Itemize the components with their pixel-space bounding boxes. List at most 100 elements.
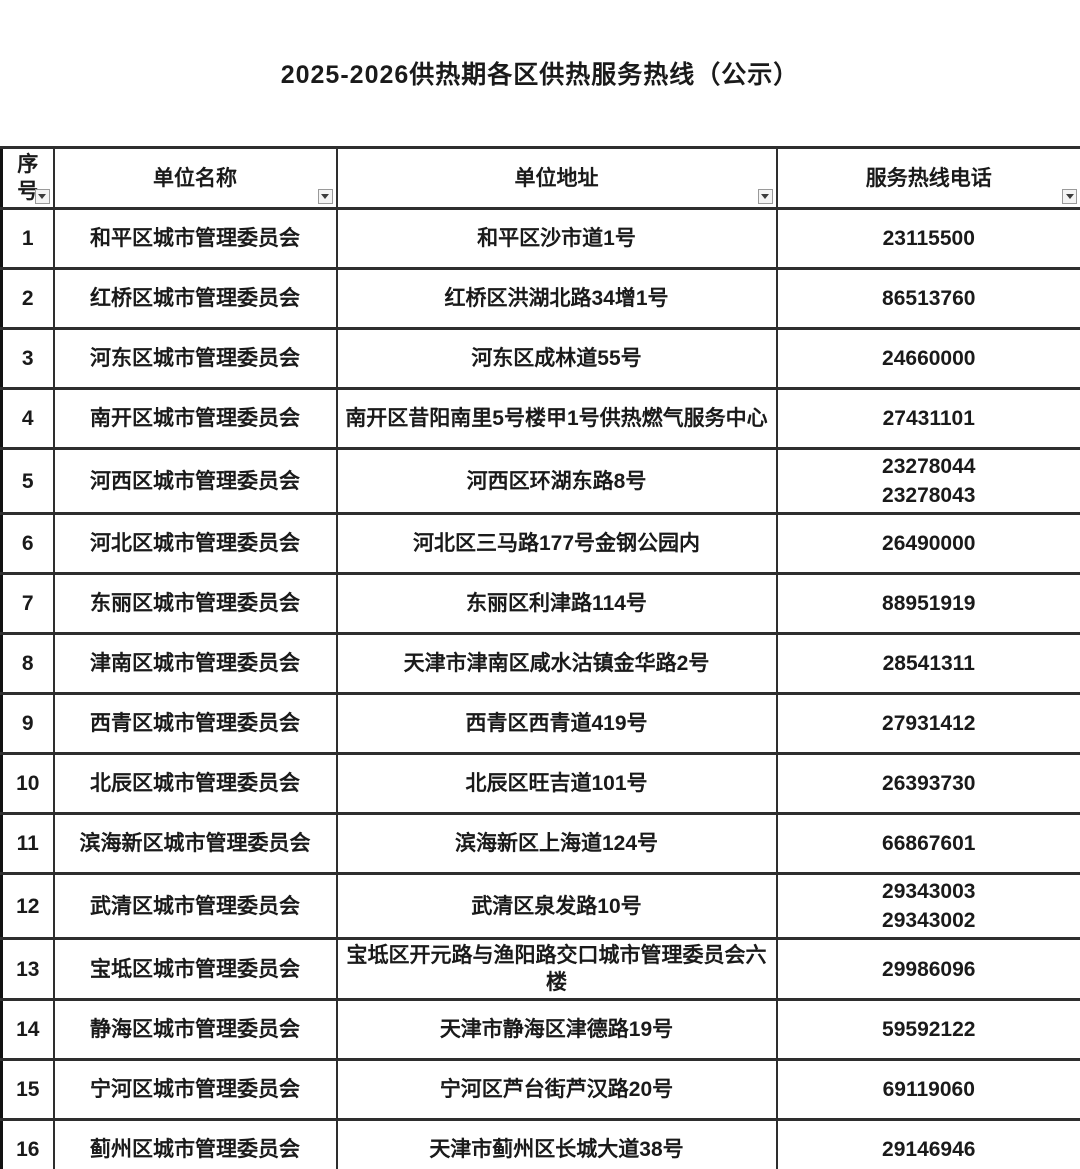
phone-number: 23278043 [882,484,976,507]
table-row: 2 红桥区城市管理委员会 红桥区洪湖北路34增1号 86513760 [0,267,1080,330]
row-index-cell: 16 [0,1118,55,1169]
row-index-cell: 12 [0,872,55,940]
unit-name-cell: 西青区城市管理委员会 [52,692,338,755]
unit-name-cell: 宁河区城市管理委员会 [52,1058,338,1121]
hotline-phone-cell: 23278044 23278043 [775,447,1080,515]
phone-number: 29343002 [882,909,976,932]
phone-number: 27931412 [882,712,976,735]
filter-dropdown-button[interactable] [317,189,333,204]
filter-funnel-icon [761,194,769,199]
phone-number: 69119060 [882,1078,975,1101]
row-index-cell: 5 [0,447,55,515]
filter-dropdown-button[interactable] [757,189,773,204]
phone-number: 26393730 [882,772,976,795]
page-title: 2025-2026供热期各区供热服务热线（公示） [280,61,800,89]
unit-name-cell: 宝坻区城市管理委员会 [52,937,338,1001]
row-index-cell: 15 [0,1058,55,1121]
unit-address-cell: 天津市津南区咸水沽镇金华路2号 [335,632,778,695]
unit-name-cell: 滨海新区城市管理委员会 [52,812,338,875]
unit-address-cell: 东丽区利津路114号 [335,572,778,635]
unit-address-cell: 宝坻区开元路与渔阳路交口城市管理委员会六楼 [335,937,778,1001]
filter-funnel-icon [1065,194,1074,199]
table-row: 4 南开区城市管理委员会 南开区昔阳南里5号楼甲1号供热燃气服务中心 27431… [0,387,1080,450]
unit-name-cell: 东丽区城市管理委员会 [52,572,338,635]
header-row: 序号 单位名称 单位地址 [0,146,1080,210]
row-index-cell: 10 [0,752,55,815]
hotline-phone-cell: 29986096 [775,937,1080,1001]
header-label-phone: 服务热线电话 [865,166,992,190]
hotline-phone-cell: 24660000 [775,327,1080,390]
header-label-index: 序号 [17,153,39,203]
hotline-phone-cell: 27931412 [775,692,1080,755]
table-header: 序号 单位名称 单位地址 [0,146,1080,210]
hotline-phone-cell: 69119060 [775,1058,1080,1121]
unit-name-cell: 静海区城市管理委员会 [52,998,338,1061]
unit-address-cell: 河西区环湖东路8号 [335,447,778,515]
hotline-table: 序号 单位名称 单位地址 [0,146,1080,1169]
phone-number: 86513760 [882,287,976,310]
phone-number: 29343003 [882,880,976,903]
phone-number: 24660000 [882,347,976,370]
filter-dropdown-button[interactable] [1062,189,1077,204]
phone-number: 29986096 [882,957,976,981]
row-index-cell: 11 [0,812,55,875]
row-index-cell: 4 [0,387,55,450]
phone-number: 23278044 [882,455,976,478]
row-index-cell: 6 [0,512,55,575]
hotline-phone-cell: 88951919 [775,572,1080,635]
header-cell-address: 单位地址 [335,146,778,210]
unit-address-cell: 西青区西青道419号 [335,692,778,755]
unit-name-cell: 河东区城市管理委员会 [52,327,338,390]
phone-number: 59592122 [882,1018,976,1041]
table-row: 10 北辰区城市管理委员会 北辰区旺吉道101号 26393730 [0,752,1080,815]
unit-address-cell: 和平区沙市道1号 [335,207,778,270]
unit-address-cell: 红桥区洪湖北路34增1号 [335,267,778,330]
table-row: 12 武清区城市管理委员会 武清区泉发路10号 29343003 29343002 [0,872,1080,940]
table-row: 15 宁河区城市管理委员会 宁河区芦台街芦汉路20号 69119060 [0,1058,1080,1121]
unit-address-cell: 天津市静海区津德路19号 [335,998,778,1061]
table-row: 13 宝坻区城市管理委员会 宝坻区开元路与渔阳路交口城市管理委员会六楼 2998… [0,937,1080,1001]
title-block: 2025-2026供热期各区供热服务热线（公示） [0,0,1080,146]
header-cell-phone: 服务热线电话 [775,146,1080,210]
phone-number: 27431101 [882,407,975,430]
hotline-phone-cell: 26393730 [775,752,1080,815]
filter-dropdown-button[interactable] [34,189,50,204]
header-label-name: 单位名称 [153,166,237,190]
unit-name-cell: 蓟州区城市管理委员会 [52,1118,338,1169]
phone-number: 26490000 [882,532,976,555]
unit-address-cell: 天津市蓟州区长城大道38号 [335,1118,778,1169]
table-row: 8 津南区城市管理委员会 天津市津南区咸水沽镇金华路2号 28541311 [0,632,1080,695]
hotline-phone-cell: 59592122 [775,998,1080,1061]
row-index-cell: 3 [0,327,55,390]
unit-name-cell: 武清区城市管理委员会 [52,872,338,940]
phone-number: 29146946 [882,1138,976,1161]
row-index-cell: 13 [0,937,55,1001]
table-row: 14 静海区城市管理委员会 天津市静海区津德路19号 59592122 [0,998,1080,1061]
unit-address-cell: 滨海新区上海道124号 [335,812,778,875]
phone-number: 28541311 [882,652,975,675]
hotline-phone-cell: 66867601 [775,812,1080,875]
table-row: 1 和平区城市管理委员会 和平区沙市道1号 23115500 [0,207,1080,270]
unit-address-cell: 宁河区芦台街芦汉路20号 [335,1058,778,1121]
header-label-address: 单位地址 [514,166,599,190]
filter-funnel-icon [38,194,46,199]
header-cell-name: 单位名称 [52,146,338,210]
row-index-cell: 1 [0,207,55,270]
unit-name-cell: 北辰区城市管理委员会 [52,752,338,815]
header-cell-index: 序号 [0,146,55,210]
phone-number: 88951919 [882,592,976,615]
unit-address-cell: 北辰区旺吉道101号 [335,752,778,815]
table-body: 1 和平区城市管理委员会 和平区沙市道1号 23115500 2 红桥区城市管理… [0,207,1080,1169]
row-index-cell: 7 [0,572,55,635]
unit-name-cell: 红桥区城市管理委员会 [52,267,338,330]
unit-name-cell: 河西区城市管理委员会 [52,447,338,515]
table-row: 16 蓟州区城市管理委员会 天津市蓟州区长城大道38号 29146946 [0,1118,1080,1169]
table-row: 3 河东区城市管理委员会 河东区成林道55号 24660000 [0,327,1080,390]
unit-address-cell: 南开区昔阳南里5号楼甲1号供热燃气服务中心 [335,387,778,450]
table-row: 5 河西区城市管理委员会 河西区环湖东路8号 23278044 23278043 [0,447,1080,515]
unit-name-cell: 河北区城市管理委员会 [52,512,338,575]
table-row: 11 滨海新区城市管理委员会 滨海新区上海道124号 66867601 [0,812,1080,875]
unit-address-cell: 河东区成林道55号 [335,327,778,390]
hotline-phone-cell: 28541311 [775,632,1080,695]
